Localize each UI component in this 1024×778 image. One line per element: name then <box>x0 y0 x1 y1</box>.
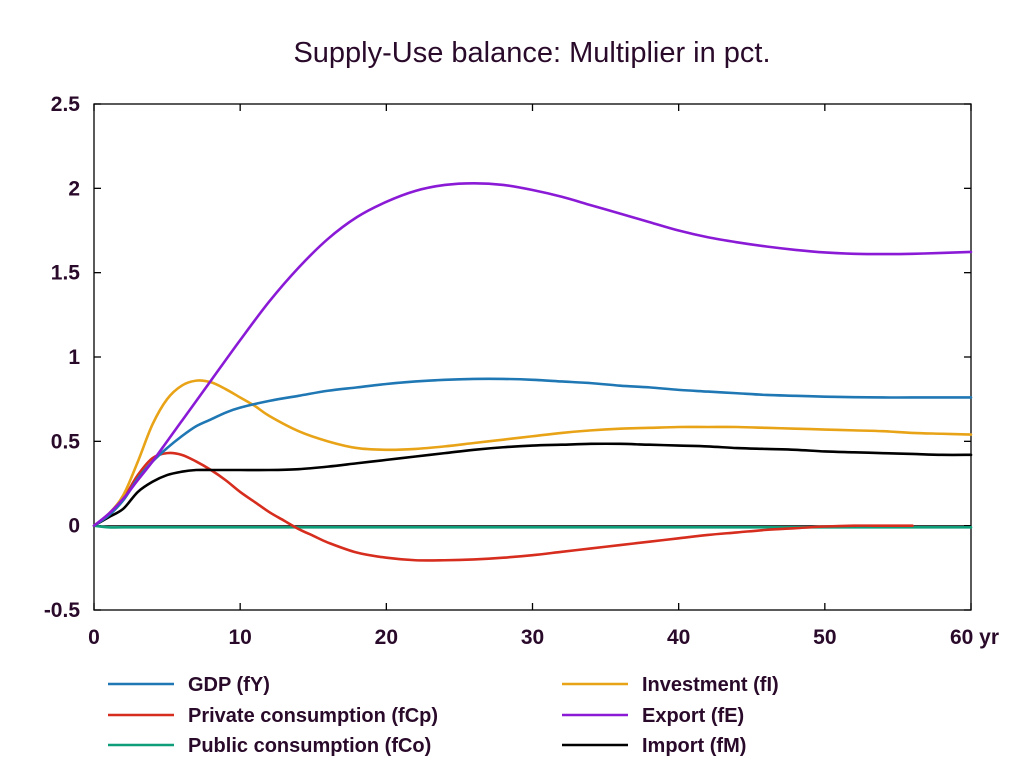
x-tick-label: 40 <box>667 626 690 649</box>
plot-area: -0.5 0 0.5 1 1.5 2 2.5 0 10 20 30 40 50 60 yr <box>44 93 999 649</box>
chart-title: Supply-Use balance: Multiplier in pct. <box>293 37 770 69</box>
legend-label-export-fe: Export (fE) <box>642 705 744 727</box>
y-tick-label: 0.5 <box>51 430 81 453</box>
legend-label-investment-fi: Investment (fI) <box>642 674 779 696</box>
y-tick-label: 1 <box>68 346 80 369</box>
legend: GDP (fY) Investment (fI) Private consumpti… <box>108 674 779 757</box>
series-line-gdp-fy <box>92 377 973 527</box>
y-tick-label: 0 <box>68 515 80 538</box>
x-tick-label: 10 <box>228 626 251 649</box>
x-tick-label: 20 <box>375 626 398 649</box>
series-line-export-fe <box>92 181 973 527</box>
legend-label-public-consumption-fco: Public consumption (fCo) <box>188 735 431 757</box>
series-line-private-consumption-fcp <box>92 451 914 562</box>
x-tick-label: 30 <box>521 626 544 649</box>
x-tick-label: 50 <box>813 626 836 649</box>
y-tick-label: 1.5 <box>51 262 81 285</box>
series-line-investment-fi <box>92 379 973 527</box>
series-line-import-fm <box>92 442 973 527</box>
y-tick-label: 2.5 <box>51 93 81 116</box>
x-tick-label: 0 <box>88 626 100 649</box>
y-tick-label: -0.5 <box>44 599 81 622</box>
legend-label-private-consumption-fcp: Private consumption (fCp) <box>188 705 438 727</box>
legend-label-import-fm: Import (fM) <box>642 735 746 757</box>
legend-label-gdp-fy: GDP (fY) <box>188 674 270 696</box>
y-tick-label: 2 <box>68 177 80 200</box>
x-tick-label: 60 yr <box>950 626 999 649</box>
plot-frame <box>93 103 972 611</box>
